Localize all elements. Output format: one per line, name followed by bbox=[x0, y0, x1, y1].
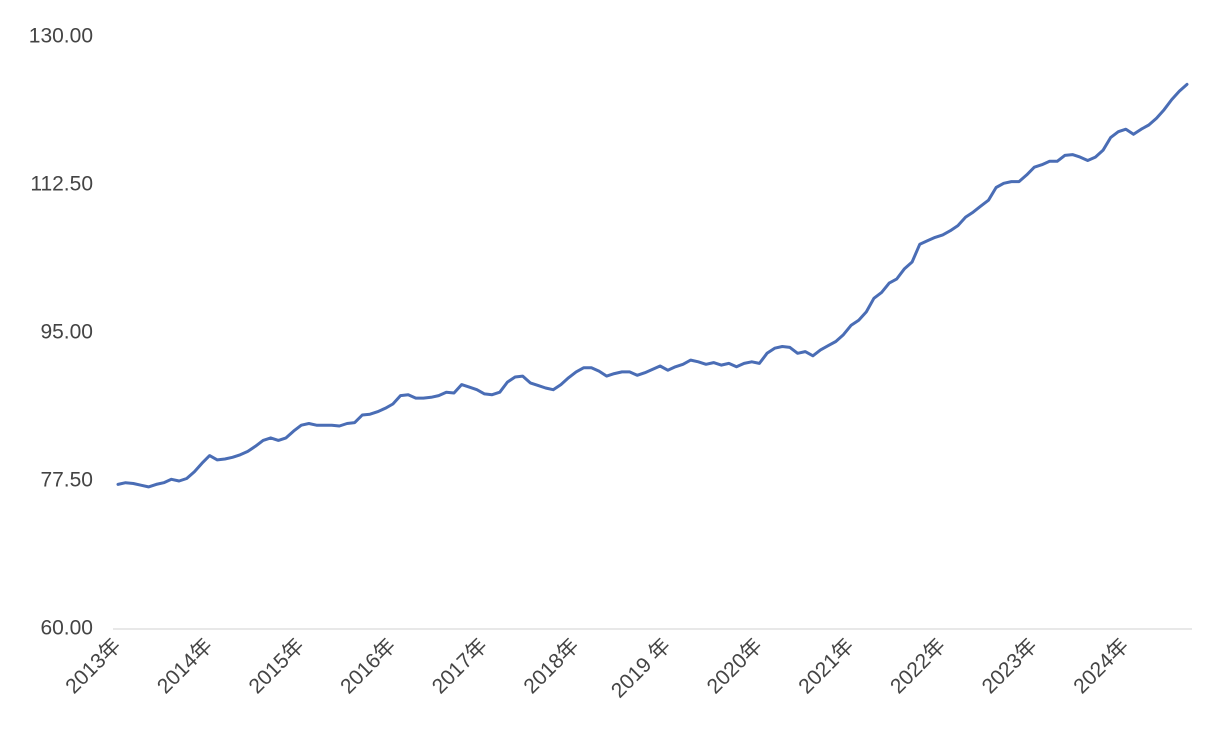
y-tick-label: 112.50 bbox=[30, 173, 93, 196]
x-tick-label: 2014年 bbox=[153, 634, 217, 698]
line-series bbox=[116, 82, 1189, 489]
x-tick-label: 2016年 bbox=[336, 634, 400, 698]
x-tick-label: 2022年 bbox=[886, 634, 950, 698]
y-tick-label: 95.00 bbox=[40, 321, 93, 344]
x-tick-label: 2017年 bbox=[428, 634, 492, 698]
x-tick-label: 2015年 bbox=[245, 634, 309, 698]
y-tick-label: 60.00 bbox=[40, 617, 93, 640]
x-tick-label: 2019 年 bbox=[607, 634, 675, 702]
x-tick-label: 2023年 bbox=[978, 634, 1042, 698]
y-tick-label: 77.50 bbox=[40, 469, 93, 492]
y-tick-label: 130.00 bbox=[29, 25, 93, 48]
x-tick-label: 2020年 bbox=[703, 634, 767, 698]
x-tick-label: 2018年 bbox=[519, 634, 583, 698]
x-tick-label: 2024年 bbox=[1069, 634, 1133, 698]
x-tick-label: 2013年 bbox=[61, 634, 125, 698]
x-tick-label: 2021年 bbox=[794, 634, 858, 698]
